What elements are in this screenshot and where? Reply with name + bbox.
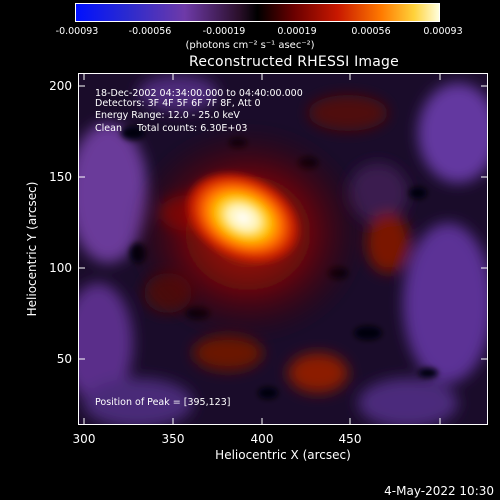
- x-axis-label: Heliocentric X (arcsec): [215, 448, 351, 462]
- colorbar-units: (photons cm⁻² s⁻¹ asec⁻²): [185, 40, 315, 51]
- colorbar-tick-label: 0.00093: [423, 26, 463, 37]
- y-axis-label: Heliocentric Y (arcsec): [25, 181, 39, 317]
- time-range: 18-Dec-2002 04:34:00.000 to 04:40:00.000: [95, 88, 303, 99]
- colorbar-tick-label: -0.00056: [128, 26, 172, 37]
- x-tick-label: 400: [250, 432, 274, 446]
- x-tick-label: 350: [161, 432, 185, 446]
- y-tick-label: 100: [49, 261, 72, 275]
- image-title: Reconstructed RHESSI Image: [189, 54, 399, 70]
- detectors: Detectors: 3F 4F 5F 6F 7F 8F, Att 0: [95, 98, 261, 109]
- rhessi-image: [78, 73, 488, 425]
- colorbar: [75, 3, 440, 22]
- y-tick-label: 50: [56, 352, 72, 366]
- peak-position: Position of Peak = [395,123]: [95, 397, 231, 408]
- y-tick-label: 150: [49, 170, 72, 184]
- x-tick-label: 300: [72, 432, 96, 446]
- algorithm-counts: Clean Total counts: 6.30E+03: [95, 123, 248, 134]
- colorbar-tick-label: 0.00019: [277, 26, 317, 37]
- colorbar-tick-label: 0.00056: [351, 26, 391, 37]
- colorbar-tick-label: -0.00019: [202, 26, 246, 37]
- colorbar-tick-label: -0.00093: [55, 26, 99, 37]
- y-tick-label: 200: [49, 79, 72, 93]
- energy-range: Energy Range: 12.0 - 25.0 keV: [95, 110, 240, 121]
- timestamp: 4-May-2022 10:30: [384, 484, 494, 498]
- flare-source: [183, 170, 303, 266]
- x-tick-label: 450: [338, 432, 362, 446]
